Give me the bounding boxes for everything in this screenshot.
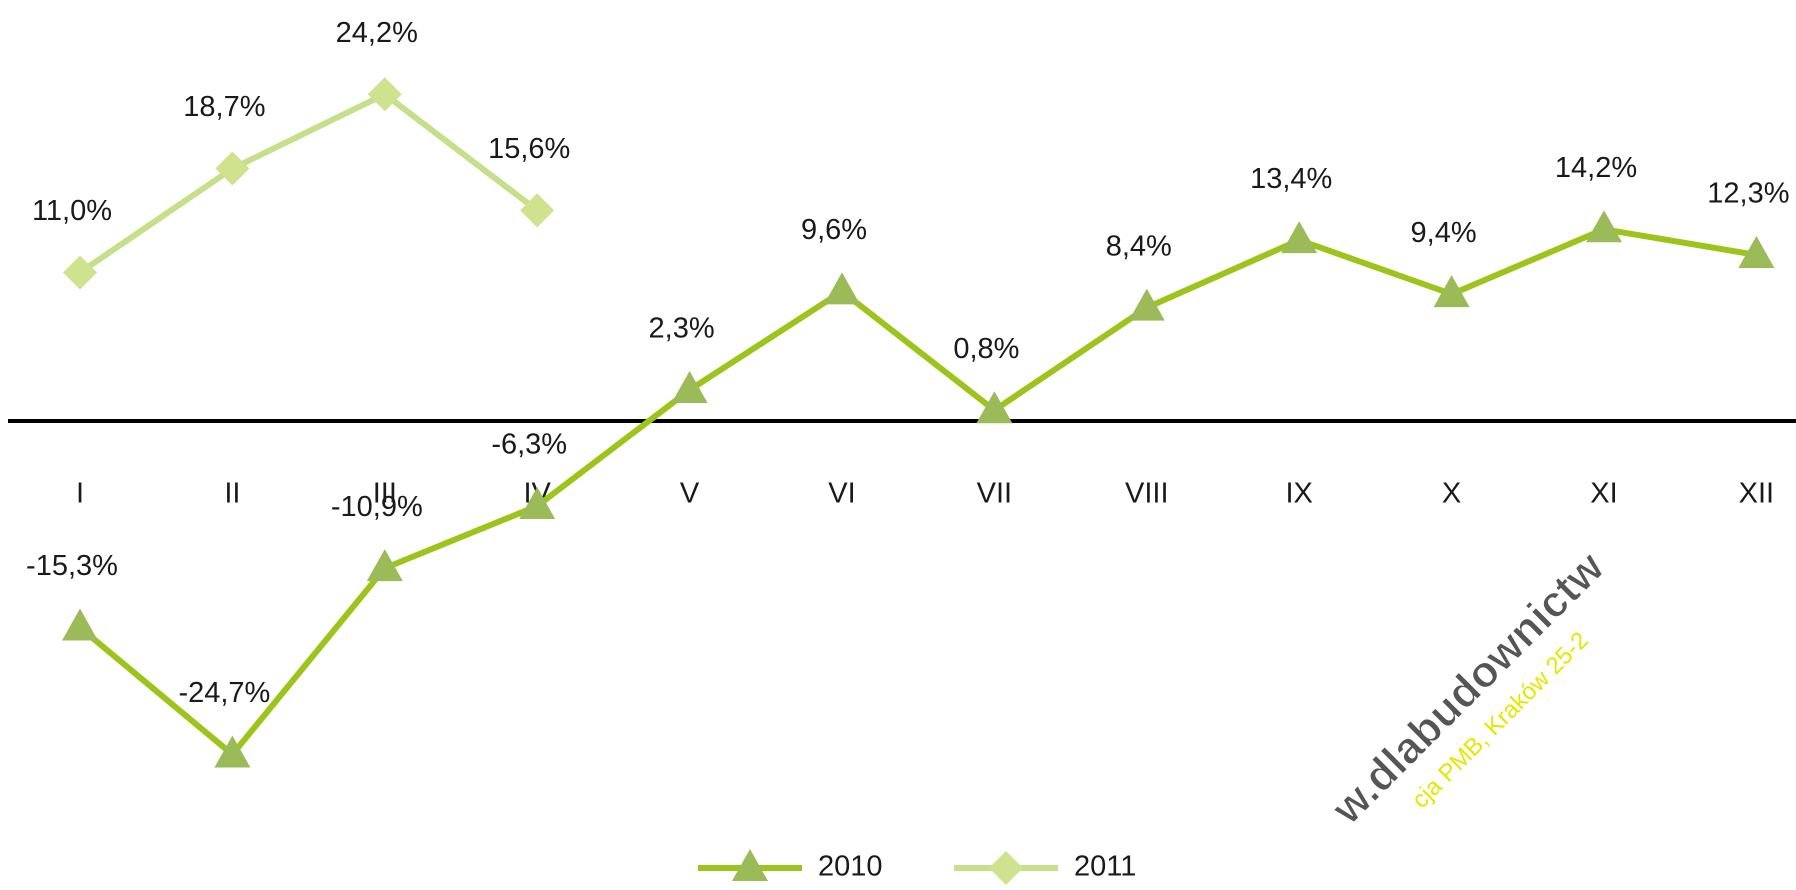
- data-point: [519, 487, 556, 520]
- series-line: [78, 91, 540, 275]
- data-point: [1128, 288, 1165, 321]
- data-point: [1738, 235, 1775, 268]
- data-point: [976, 391, 1013, 424]
- x-tick-label: VII: [977, 478, 1012, 510]
- watermark: w.dlabudownictw cja PMB, Kraków 25-2: [1321, 541, 1614, 834]
- data-point: [214, 735, 251, 768]
- x-tick-label: XI: [1590, 478, 1617, 510]
- data-label: 14,2%: [1555, 152, 1637, 184]
- x-tick-label: II: [224, 478, 240, 510]
- x-tick-label: XII: [1739, 478, 1774, 510]
- data-label: -24,7%: [178, 677, 270, 709]
- data-point: [1586, 210, 1622, 243]
- data-point: [63, 255, 97, 290]
- data-label: 0,8%: [953, 333, 1019, 365]
- data-label: 8,4%: [1106, 230, 1172, 262]
- x-tick-label: III: [373, 478, 397, 510]
- data-label: -10,9%: [331, 491, 423, 523]
- x-tick-label: VIII: [1125, 478, 1169, 510]
- data-point: [824, 272, 860, 305]
- data-label: 2,3%: [649, 313, 715, 345]
- x-tick-label: X: [1442, 478, 1461, 510]
- x-tick-label: I: [76, 478, 84, 510]
- data-point: [1281, 221, 1318, 254]
- data-label: 18,7%: [183, 91, 265, 123]
- data-label: 13,4%: [1250, 163, 1332, 195]
- data-label: 9,4%: [1411, 217, 1477, 249]
- series-line: [78, 226, 1757, 758]
- data-label: 11,0%: [32, 195, 112, 227]
- data-label: 12,3%: [1707, 178, 1789, 210]
- x-tick-label: V: [680, 478, 700, 510]
- x-tick-label: VI: [828, 478, 855, 510]
- data-point: [215, 151, 250, 186]
- watermark-text: w.dlabudownictw: [1322, 542, 1614, 834]
- x-tick-label: IX: [1285, 478, 1312, 510]
- data-point: [62, 608, 98, 641]
- legend-label: 2010: [818, 851, 883, 883]
- legend-marker: [732, 849, 768, 881]
- data-label: 15,6%: [488, 133, 570, 165]
- data-label: -15,3%: [26, 550, 118, 582]
- data-point: [1433, 275, 1470, 308]
- legend-label: 2011: [1074, 851, 1136, 883]
- data-label: -6,3%: [491, 429, 567, 461]
- data-point: [366, 549, 403, 582]
- data-label: 9,6%: [801, 214, 867, 246]
- data-point: [367, 77, 402, 112]
- data-point: [520, 193, 555, 228]
- legend-marker: [989, 851, 1023, 885]
- data-label: 24,2%: [336, 17, 418, 49]
- data-point: [671, 370, 708, 403]
